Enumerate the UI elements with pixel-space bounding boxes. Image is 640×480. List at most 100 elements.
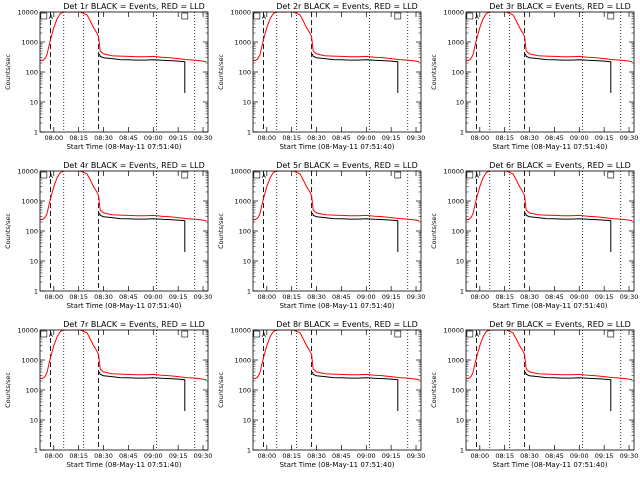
series-lld-line [466, 330, 633, 381]
x-axis-label: Start Time (08-May-11 07:51:40) [66, 143, 181, 151]
y-tick-label: 1000 [234, 198, 251, 206]
detector-panel-7: Det 7r BLACK = Events, RED = LLD Counts/s… [4, 320, 212, 469]
detector-panel-3: Det 3r BLACK = Events, RED = LLD Counts/s… [430, 2, 638, 151]
y-axis-label: Counts/sec [4, 213, 12, 249]
x-tick-label: 08:45 [545, 452, 564, 460]
y-tick-label: 1 [460, 288, 464, 296]
plot-frame [465, 170, 635, 292]
x-tick-label: 08:15 [282, 134, 301, 142]
x-tick-label: 08:15 [69, 134, 88, 142]
x-tick-label: 08:00 [257, 134, 276, 142]
marker-label: A [475, 14, 480, 21]
series-lld-line [466, 12, 633, 63]
x-tick-label: 08:30 [307, 452, 326, 460]
y-tick-label: 1000 [21, 39, 38, 47]
y-tick-label: 10000 [230, 9, 251, 17]
marker-box [181, 12, 189, 20]
x-tick-label: 08:45 [332, 452, 351, 460]
y-tick-label: 10000 [17, 9, 38, 17]
marker-box [394, 330, 402, 338]
y-tick-label: 1 [247, 447, 251, 455]
y-axis-label: Counts/sec [430, 372, 438, 408]
x-tick-label: 09:15 [595, 293, 614, 301]
panel-title: Det 4r BLACK = Events, RED = LLD [63, 161, 205, 170]
marker-box [253, 12, 261, 20]
series-events-line [98, 371, 186, 411]
series-events-line [524, 212, 612, 252]
y-tick-label: 10 [243, 99, 251, 107]
panel-title: Det 9r BLACK = Events, RED = LLD [489, 320, 631, 329]
x-tick-label: 08:00 [44, 293, 63, 301]
panel-title: Det 3r BLACK = Events, RED = LLD [489, 2, 631, 11]
x-axis-label: Start Time (08-May-11 07:51:40) [492, 143, 607, 151]
x-tick-label: 09:15 [595, 452, 614, 460]
y-tick-label: 100 [26, 387, 38, 395]
x-tick-label: 09:00 [357, 134, 376, 142]
detector-panel-9: Det 9r BLACK = Events, RED = LLD Counts/s… [430, 320, 638, 469]
x-axis-label: Start Time (08-May-11 07:51:40) [279, 143, 394, 151]
plot-frame [252, 11, 422, 133]
y-tick-label: 1 [247, 288, 251, 296]
x-tick-label: 09:30 [620, 134, 639, 142]
series-events-line [311, 53, 399, 93]
x-axis-label: Start Time (08-May-11 07:51:40) [66, 461, 181, 469]
y-tick-label: 1 [34, 129, 38, 137]
series-lld-line [466, 171, 633, 222]
y-tick-label: 10000 [230, 168, 251, 176]
x-tick-label: 09:30 [620, 293, 639, 301]
y-axis-label: Counts/sec [4, 54, 12, 90]
marker-label: A [262, 173, 267, 180]
y-axis-label: Counts/sec [430, 213, 438, 249]
x-tick-label: 08:15 [282, 452, 301, 460]
marker-label: A [475, 173, 480, 180]
y-tick-label: 1000 [21, 198, 38, 206]
marker-box [607, 171, 615, 179]
y-tick-label: 100 [452, 69, 464, 77]
y-tick-label: 1000 [447, 39, 464, 47]
plot-frame [39, 329, 209, 451]
marker-box [40, 171, 48, 179]
series-events-line [311, 371, 399, 411]
series-lld-line [40, 330, 207, 381]
y-tick-label: 10 [456, 258, 464, 266]
y-tick-label: 100 [452, 228, 464, 236]
y-axis-label: Counts/sec [4, 372, 12, 408]
marker-box [253, 171, 261, 179]
marker-box [40, 12, 48, 20]
y-tick-label: 10 [30, 99, 38, 107]
y-tick-label: 10 [243, 258, 251, 266]
x-tick-label: 08:30 [94, 134, 113, 142]
y-tick-label: 10000 [443, 9, 464, 17]
y-tick-label: 100 [26, 228, 38, 236]
marker-box [394, 171, 402, 179]
x-tick-label: 08:30 [520, 293, 539, 301]
y-tick-label: 1 [34, 288, 38, 296]
y-tick-label: 100 [239, 228, 251, 236]
x-tick-label: 08:15 [69, 293, 88, 301]
series-events-line [524, 53, 612, 93]
detector-panel-1: Det 1r BLACK = Events, RED = LLD Counts/s… [4, 2, 212, 151]
x-tick-label: 09:15 [595, 134, 614, 142]
panel-title: Det 8r BLACK = Events, RED = LLD [276, 320, 418, 329]
y-tick-label: 10000 [230, 327, 251, 335]
y-tick-label: 100 [239, 69, 251, 77]
x-tick-label: 08:45 [119, 452, 138, 460]
x-tick-label: 08:00 [257, 452, 276, 460]
marker-label: A [475, 332, 480, 339]
y-tick-label: 1000 [234, 39, 251, 47]
x-tick-label: 08:00 [44, 452, 63, 460]
panel-title: Det 1r BLACK = Events, RED = LLD [63, 2, 205, 11]
x-tick-label: 08:45 [119, 293, 138, 301]
x-tick-label: 08:00 [470, 293, 489, 301]
y-tick-label: 100 [26, 69, 38, 77]
x-tick-label: 08:15 [69, 452, 88, 460]
x-tick-label: 09:00 [144, 452, 163, 460]
marker-label: A [49, 14, 54, 21]
marker-label: A [49, 173, 54, 180]
x-tick-label: 09:00 [570, 452, 589, 460]
y-tick-label: 10 [243, 417, 251, 425]
y-tick-label: 1000 [447, 198, 464, 206]
x-tick-label: 08:45 [332, 293, 351, 301]
x-tick-label: 08:15 [495, 293, 514, 301]
